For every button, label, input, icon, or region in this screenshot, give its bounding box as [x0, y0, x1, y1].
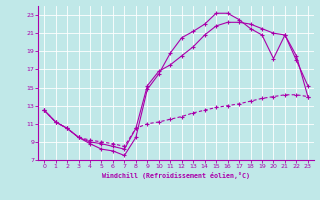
X-axis label: Windchill (Refroidissement éolien,°C): Windchill (Refroidissement éolien,°C): [102, 172, 250, 179]
